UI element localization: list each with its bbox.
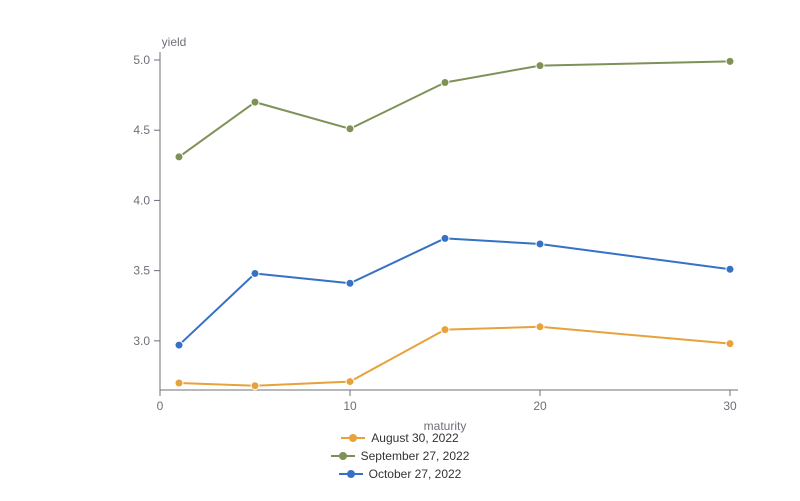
y-axis-label: yield [162, 35, 187, 49]
x-tick-label: 10 [343, 399, 357, 413]
chart-svg: 0102030maturity3.03.54.04.55.0yield [0, 0, 800, 501]
series-marker-aug [346, 378, 354, 386]
series-marker-oct [346, 279, 354, 287]
x-tick-label: 0 [157, 399, 164, 413]
series-marker-sep [726, 57, 734, 65]
series-marker-aug [251, 382, 259, 390]
legend-label: August 30, 2022 [371, 431, 458, 445]
y-tick-label: 4.5 [133, 123, 150, 137]
legend-label: September 27, 2022 [361, 449, 470, 463]
x-tick-label: 30 [723, 399, 737, 413]
legend-swatch-oct [339, 467, 363, 481]
series-marker-sep [536, 62, 544, 70]
series-marker-aug [536, 323, 544, 331]
series-marker-aug [726, 340, 734, 348]
legend-swatch-aug [341, 431, 365, 445]
x-tick-label: 20 [533, 399, 547, 413]
series-line-aug [179, 327, 730, 386]
series-marker-oct [726, 265, 734, 273]
series-marker-sep [175, 153, 183, 161]
series-marker-oct [251, 269, 259, 277]
legend-item-oct[interactable]: October 27, 2022 [339, 467, 462, 481]
series-marker-aug [441, 326, 449, 334]
legend-swatch-sep [331, 449, 355, 463]
yield-curve-chart: 0102030maturity3.03.54.04.55.0yield Augu… [0, 0, 800, 501]
series-marker-sep [346, 125, 354, 133]
y-tick-label: 4.0 [133, 193, 150, 207]
legend-label: October 27, 2022 [369, 467, 462, 481]
legend: August 30, 2022 September 27, 2022 October… [0, 431, 800, 481]
y-tick-label: 3.5 [133, 264, 150, 278]
series-marker-oct [536, 240, 544, 248]
series-marker-oct [175, 341, 183, 349]
series-marker-sep [251, 98, 259, 106]
legend-item-sep[interactable]: September 27, 2022 [331, 449, 470, 463]
legend-item-aug[interactable]: August 30, 2022 [341, 431, 458, 445]
series-line-sep [179, 61, 730, 156]
y-tick-label: 3.0 [133, 334, 150, 348]
y-tick-label: 5.0 [133, 53, 150, 67]
series-marker-aug [175, 379, 183, 387]
series-marker-sep [441, 78, 449, 86]
series-marker-oct [441, 234, 449, 242]
